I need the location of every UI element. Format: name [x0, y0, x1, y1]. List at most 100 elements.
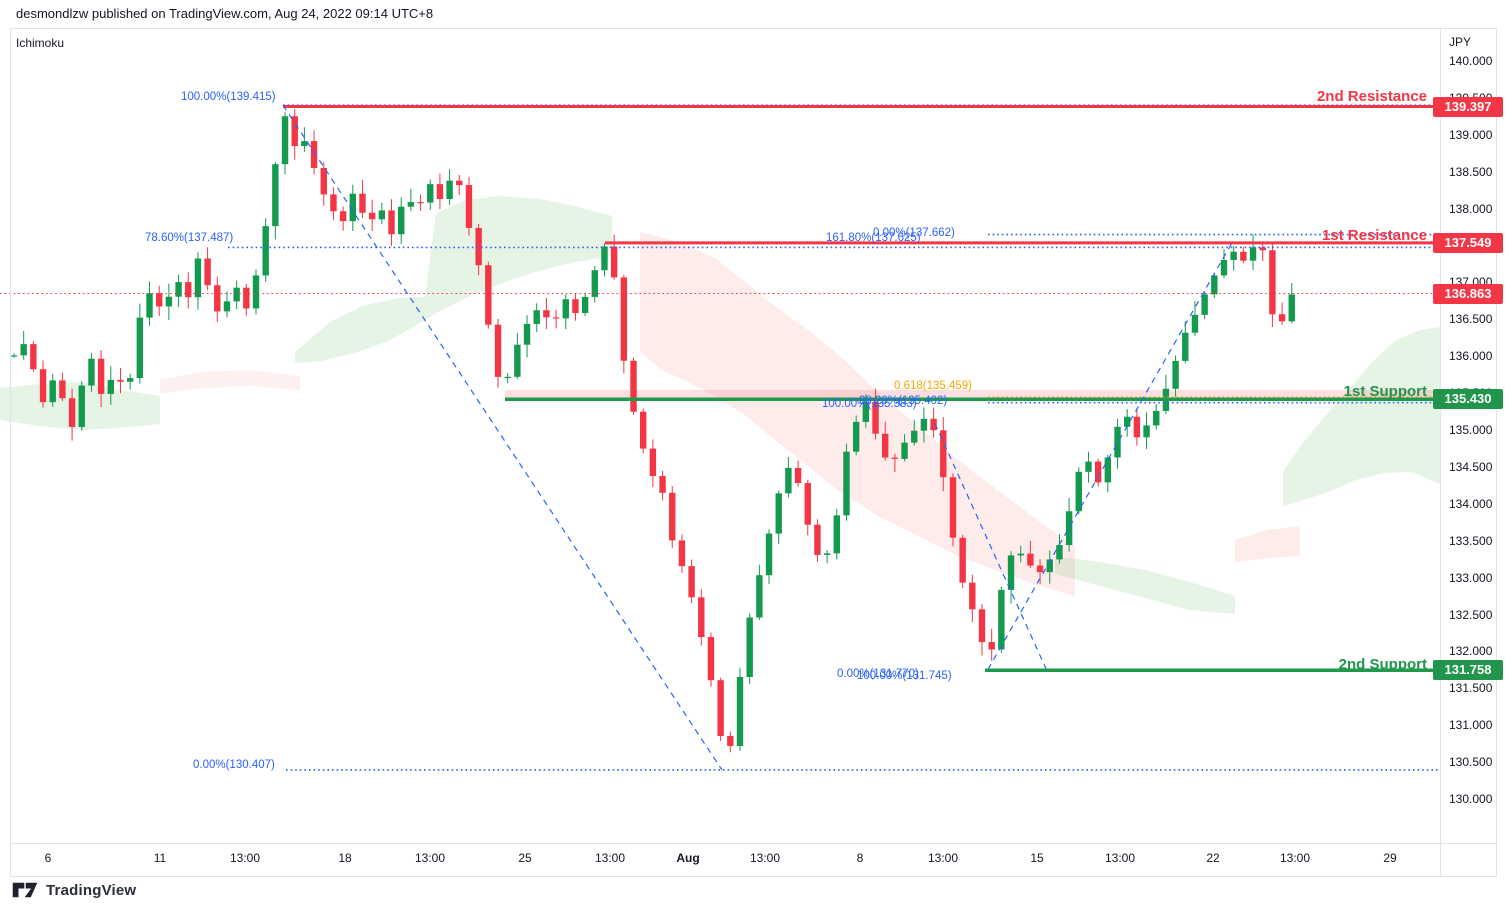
candle-body: [1094, 461, 1102, 483]
support-zone-band[interactable]: [505, 389, 1440, 401]
candle-body: [930, 418, 937, 431]
candle-body: [78, 385, 85, 427]
candle-body: [978, 609, 986, 643]
level-label[interactable]: 1st Resistance: [1322, 227, 1427, 244]
fib-label[interactable]: 100.00%(139.415): [181, 91, 276, 103]
frame-left-border: [10, 28, 11, 876]
candle-body: [552, 317, 560, 319]
candle-body: [901, 442, 908, 459]
trend-line-down-major[interactable]: [282, 104, 723, 771]
y-axis-tick: 138.000: [1449, 201, 1493, 216]
candle-body: [940, 430, 947, 478]
level-label[interactable]: 1st Support: [1344, 383, 1427, 400]
candle-body: [446, 180, 453, 200]
candle-body: [988, 642, 995, 650]
candle-body: [117, 379, 124, 382]
tradingview-logo[interactable]: [12, 880, 38, 900]
fib-label[interactable]: 38.20%(135.402): [859, 395, 947, 407]
candle-body: [1075, 471, 1082, 512]
candle-body: [243, 287, 250, 309]
candle-body: [30, 344, 37, 370]
candle-body: [20, 344, 27, 356]
level-label[interactable]: 2nd Resistance: [1317, 88, 1427, 105]
price-scale-currency: JPY: [1449, 35, 1472, 49]
y-axis-tick: 130.500: [1449, 755, 1493, 770]
candle-body: [514, 344, 521, 377]
y-axis-tick: 135.000: [1449, 423, 1493, 437]
x-axis-tick: 8: [856, 851, 864, 865]
fib-label[interactable]: 100.00%(131.745): [857, 670, 952, 682]
candle-body: [746, 617, 753, 677]
trend-line-up[interactable]: [987, 242, 1233, 670]
candle-body: [398, 206, 405, 235]
candle-body: [707, 637, 715, 681]
fib-label[interactable]: 78.60%(137.487): [145, 232, 233, 244]
candle-body: [97, 358, 105, 394]
candle-body: [214, 285, 221, 312]
candle-body: [765, 533, 773, 576]
x-axis-tick: 13:00: [927, 851, 959, 865]
ichimoku-cloud-pink-left: [160, 370, 300, 394]
candle-body: [417, 202, 424, 204]
ichimoku-cloud-pink-mid: [640, 232, 1075, 596]
candle-body: [949, 477, 957, 538]
fib-label[interactable]: 100.00%(135.383): [822, 398, 917, 410]
candle-body: [852, 421, 860, 452]
x-axis-tick: 13:00: [594, 851, 626, 865]
price-scale[interactable]: JPY 140.000139.500139.000138.500138.0001…: [1433, 28, 1508, 843]
candle-body: [669, 492, 676, 541]
fib-label[interactable]: 161.80%(137.625): [826, 232, 921, 244]
candle-body: [1230, 251, 1237, 261]
candle-body: [407, 202, 415, 207]
fib-label[interactable]: 0.618(135.459): [894, 380, 972, 392]
candle-body: [591, 270, 598, 297]
y-axis-tick: 136.500: [1449, 312, 1493, 327]
candle-body: [1278, 314, 1286, 322]
candle-body: [349, 193, 356, 222]
candle-body: [165, 296, 173, 307]
frame-right-border: [1496, 28, 1497, 876]
y-axis-tick: 138.500: [1449, 164, 1493, 179]
candle-body: [185, 282, 192, 298]
indicator-legend[interactable]: Ichimoku: [16, 36, 65, 50]
y-axis-tick: 140.000: [1449, 54, 1493, 68]
fib-label[interactable]: 0.00%(130.407): [193, 759, 275, 771]
trend-line-down-minor[interactable]: [934, 423, 1047, 669]
candle-body: [301, 141, 308, 147]
x-axis-tick: 13:00: [1279, 851, 1311, 865]
candle-body: [804, 483, 811, 525]
candle-body: [891, 457, 899, 459]
candle-body: [572, 299, 579, 313]
x-axis-tick: 13:00: [1104, 851, 1136, 865]
chart-canvas[interactable]: 100.00%(139.415) 78.60%(137.487) 161.80%(1…: [0, 28, 1440, 843]
candle-body: [1085, 461, 1092, 472]
time-scale[interactable]: 6 11 13:00 18 13:00 25 13:00 Aug 13:00 8 13:00 15 13…: [0, 843, 1440, 875]
candle-body: [1211, 275, 1218, 295]
price-badge: 136.863: [1433, 283, 1503, 304]
candle-body: [39, 369, 47, 403]
candle-body: [456, 180, 463, 186]
candle-body: [717, 680, 724, 736]
candle-body: [1114, 426, 1121, 458]
candle-body: [291, 116, 298, 147]
candle-body: [610, 246, 618, 278]
candle-body: [204, 258, 211, 286]
level-label[interactable]: 2nd Support: [1339, 656, 1427, 673]
candle-body: [1124, 416, 1131, 427]
candle-body: [59, 380, 66, 399]
candle-body: [562, 299, 569, 319]
candle-body: [794, 467, 802, 484]
time-scale-separator: [10, 843, 1497, 844]
candle-body: [640, 411, 647, 449]
fib-label[interactable]: 0.00%(137.662): [873, 227, 955, 239]
tradingview-brand-text[interactable]: TradingView: [46, 881, 137, 899]
candle-body: [911, 430, 918, 443]
candle-body: [368, 212, 376, 220]
candle-body: [833, 515, 840, 554]
fib-label[interactable]: 0.00%(131.770): [837, 668, 919, 680]
candle-body: [659, 476, 666, 493]
candle-body: [126, 378, 134, 382]
candle-body: [494, 324, 502, 377]
y-axis-tick: 136.000: [1449, 349, 1493, 364]
frame-bottom-border: [10, 876, 1497, 877]
